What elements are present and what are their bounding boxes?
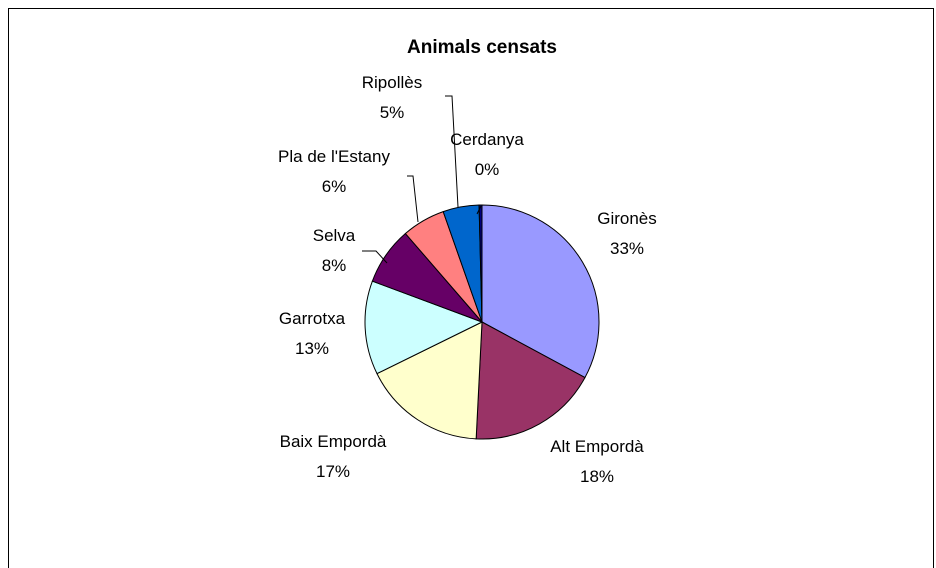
slice-label: Selva	[313, 226, 356, 245]
slice-label: Ripollès	[362, 73, 422, 92]
leader-line	[445, 95, 459, 208]
pie-slice-giron-s	[481, 204, 600, 379]
leader-line	[407, 175, 419, 223]
leader-line	[362, 250, 388, 264]
leader-line	[476, 205, 482, 215]
pie-slice-alt-empord-	[475, 321, 586, 440]
pie-slice-baix-empord-	[376, 321, 483, 440]
slice-percent-label: 13%	[295, 339, 329, 358]
slice-label: Gironès	[597, 209, 657, 228]
slice-percent-label: 6%	[322, 177, 347, 196]
slice-label: Alt Empordà	[550, 437, 644, 456]
pie-slices	[364, 204, 600, 440]
slice-label: Baix Empordà	[280, 432, 387, 451]
pie-slice-cerdanya	[478, 204, 483, 323]
slice-labels: Gironès 33% Alt Empordà 18% Baix Empordà 17% G…	[278, 73, 657, 486]
chart-title: Animals censats	[407, 37, 557, 58]
slice-label: Cerdanya	[450, 130, 524, 149]
pie-chart: Animals censats Gironès 33% Alt Empordà 18%…	[278, 37, 657, 486]
slice-label: Pla de l'Estany	[278, 147, 390, 166]
slice-percent-label: 5%	[380, 103, 405, 122]
slice-percent-label: 17%	[316, 462, 350, 481]
slice-percent-label: 0%	[475, 160, 500, 179]
chart-frame: Animals censats Gironès 33% Alt Empordà 18%…	[8, 8, 934, 568]
slice-label: Garrotxa	[279, 309, 346, 328]
slice-percent-label: 33%	[610, 239, 644, 258]
slice-percent-label: 8%	[322, 256, 347, 275]
pie-slice-garrotxa	[364, 280, 484, 375]
slice-percent-label: 18%	[580, 467, 614, 486]
leader-lines	[362, 95, 482, 264]
